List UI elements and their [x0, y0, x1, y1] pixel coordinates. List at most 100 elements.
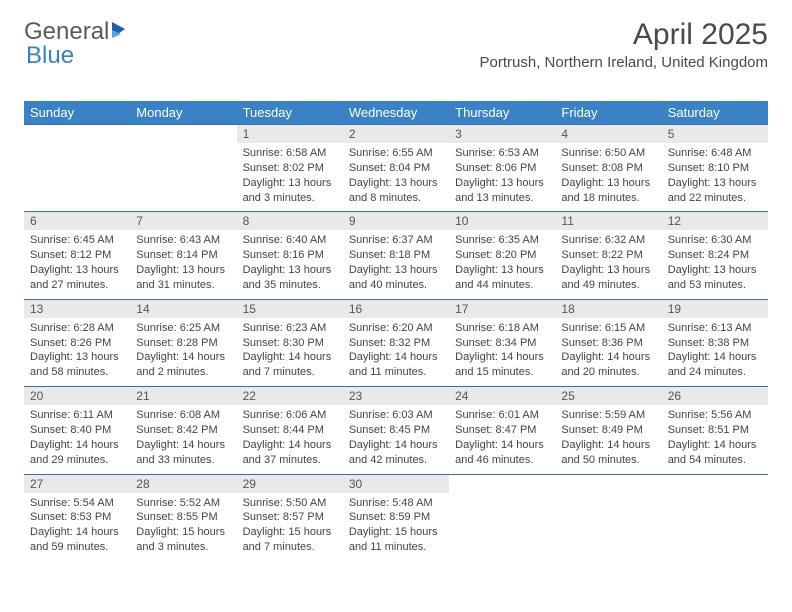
day-cell — [130, 143, 236, 212]
sunrise-text: Sunrise: 5:50 AM — [243, 496, 337, 511]
day-number — [24, 125, 130, 144]
daylight-text: Daylight: 15 hours and 7 minutes. — [243, 525, 337, 555]
logo-flag-icon — [111, 20, 133, 45]
day-number-row: 20212223242526 — [24, 387, 768, 406]
sunrise-text: Sunrise: 6:25 AM — [136, 321, 230, 336]
day-cell: Sunrise: 6:50 AMSunset: 8:08 PMDaylight:… — [555, 143, 661, 212]
sunrise-text: Sunrise: 6:23 AM — [243, 321, 337, 336]
day-cell: Sunrise: 5:54 AMSunset: 8:53 PMDaylight:… — [24, 493, 130, 561]
day-detail-row: Sunrise: 5:54 AMSunset: 8:53 PMDaylight:… — [24, 493, 768, 561]
title-block: April 2025 Portrush, Northern Ireland, U… — [480, 18, 768, 71]
sunrise-text: Sunrise: 6:08 AM — [136, 408, 230, 423]
sunset-text: Sunset: 8:02 PM — [243, 161, 337, 176]
daylight-text: Daylight: 14 hours and 15 minutes. — [455, 350, 549, 380]
sunset-text: Sunset: 8:38 PM — [668, 336, 762, 351]
weekday-header-row: Sunday Monday Tuesday Wednesday Thursday… — [24, 101, 768, 125]
sunset-text: Sunset: 8:16 PM — [243, 248, 337, 263]
day-cell: Sunrise: 6:48 AMSunset: 8:10 PMDaylight:… — [662, 143, 768, 212]
daylight-text: Daylight: 14 hours and 59 minutes. — [30, 525, 124, 555]
sunset-text: Sunset: 8:12 PM — [30, 248, 124, 263]
day-cell: Sunrise: 5:56 AMSunset: 8:51 PMDaylight:… — [662, 405, 768, 474]
sunset-text: Sunset: 8:34 PM — [455, 336, 549, 351]
day-number: 29 — [237, 474, 343, 493]
sunset-text: Sunset: 8:36 PM — [561, 336, 655, 351]
sunrise-text: Sunrise: 6:45 AM — [30, 233, 124, 248]
daylight-text: Daylight: 13 hours and 40 minutes. — [349, 263, 443, 293]
sunrise-text: Sunrise: 6:30 AM — [668, 233, 762, 248]
logo-text-2: Blue — [26, 42, 74, 70]
day-cell: Sunrise: 5:50 AMSunset: 8:57 PMDaylight:… — [237, 493, 343, 561]
calendar-table: Sunday Monday Tuesday Wednesday Thursday… — [24, 101, 768, 561]
sunset-text: Sunset: 8:22 PM — [561, 248, 655, 263]
day-cell: Sunrise: 6:55 AMSunset: 8:04 PMDaylight:… — [343, 143, 449, 212]
day-number — [662, 474, 768, 493]
sunrise-text: Sunrise: 5:59 AM — [561, 408, 655, 423]
day-cell: Sunrise: 6:01 AMSunset: 8:47 PMDaylight:… — [449, 405, 555, 474]
daylight-text: Daylight: 13 hours and 44 minutes. — [455, 263, 549, 293]
sunrise-text: Sunrise: 5:54 AM — [30, 496, 124, 511]
day-number: 6 — [24, 212, 130, 231]
daylight-text: Daylight: 13 hours and 3 minutes. — [243, 176, 337, 206]
day-number: 15 — [237, 299, 343, 318]
daylight-text: Daylight: 15 hours and 11 minutes. — [349, 525, 443, 555]
sunset-text: Sunset: 8:57 PM — [243, 510, 337, 525]
daylight-text: Daylight: 13 hours and 8 minutes. — [349, 176, 443, 206]
day-number: 23 — [343, 387, 449, 406]
daylight-text: Daylight: 13 hours and 18 minutes. — [561, 176, 655, 206]
day-detail-row: Sunrise: 6:28 AMSunset: 8:26 PMDaylight:… — [24, 318, 768, 387]
sunrise-text: Sunrise: 5:56 AM — [668, 408, 762, 423]
daylight-text: Daylight: 14 hours and 2 minutes. — [136, 350, 230, 380]
sunset-text: Sunset: 8:40 PM — [30, 423, 124, 438]
day-cell — [24, 143, 130, 212]
day-cell: Sunrise: 6:30 AMSunset: 8:24 PMDaylight:… — [662, 230, 768, 299]
sunrise-text: Sunrise: 6:40 AM — [243, 233, 337, 248]
sunset-text: Sunset: 8:51 PM — [668, 423, 762, 438]
day-number: 25 — [555, 387, 661, 406]
sunset-text: Sunset: 8:44 PM — [243, 423, 337, 438]
day-number: 12 — [662, 212, 768, 231]
day-number: 2 — [343, 125, 449, 144]
day-cell: Sunrise: 5:52 AMSunset: 8:55 PMDaylight:… — [130, 493, 236, 561]
sunrise-text: Sunrise: 6:13 AM — [668, 321, 762, 336]
sunrise-text: Sunrise: 6:43 AM — [136, 233, 230, 248]
sunset-text: Sunset: 8:45 PM — [349, 423, 443, 438]
day-cell: Sunrise: 6:32 AMSunset: 8:22 PMDaylight:… — [555, 230, 661, 299]
day-number: 16 — [343, 299, 449, 318]
day-cell: Sunrise: 6:20 AMSunset: 8:32 PMDaylight:… — [343, 318, 449, 387]
daylight-text: Daylight: 14 hours and 50 minutes. — [561, 438, 655, 468]
day-cell: Sunrise: 6:08 AMSunset: 8:42 PMDaylight:… — [130, 405, 236, 474]
day-cell: Sunrise: 6:03 AMSunset: 8:45 PMDaylight:… — [343, 405, 449, 474]
sunset-text: Sunset: 8:14 PM — [136, 248, 230, 263]
day-number: 1 — [237, 125, 343, 144]
day-detail-row: Sunrise: 6:11 AMSunset: 8:40 PMDaylight:… — [24, 405, 768, 474]
sunset-text: Sunset: 8:28 PM — [136, 336, 230, 351]
day-cell: Sunrise: 6:53 AMSunset: 8:06 PMDaylight:… — [449, 143, 555, 212]
daylight-text: Daylight: 13 hours and 22 minutes. — [668, 176, 762, 206]
day-number: 13 — [24, 299, 130, 318]
day-cell — [662, 493, 768, 561]
day-cell: Sunrise: 6:23 AMSunset: 8:30 PMDaylight:… — [237, 318, 343, 387]
day-cell: Sunrise: 6:06 AMSunset: 8:44 PMDaylight:… — [237, 405, 343, 474]
day-number: 10 — [449, 212, 555, 231]
month-title: April 2025 — [480, 18, 768, 52]
day-detail-row: Sunrise: 6:45 AMSunset: 8:12 PM Daylight:… — [24, 230, 768, 299]
day-number: 5 — [662, 125, 768, 144]
weekday-header: Tuesday — [237, 101, 343, 125]
day-cell: Sunrise: 6:13 AMSunset: 8:38 PMDaylight:… — [662, 318, 768, 387]
sunset-text: Sunset: 8:18 PM — [349, 248, 443, 263]
sunset-text: Sunset: 8:55 PM — [136, 510, 230, 525]
sunrise-text: Sunrise: 6:20 AM — [349, 321, 443, 336]
daylight-text: Daylight: 13 hours and 49 minutes. — [561, 263, 655, 293]
sunset-text: Sunset: 8:24 PM — [668, 248, 762, 263]
sunset-text: Sunset: 8:20 PM — [455, 248, 549, 263]
day-number — [555, 474, 661, 493]
sunrise-text: Sunrise: 5:52 AM — [136, 496, 230, 511]
day-number: 19 — [662, 299, 768, 318]
sunrise-text: Sunrise: 6:35 AM — [455, 233, 549, 248]
calendar: Sunday Monday Tuesday Wednesday Thursday… — [0, 101, 792, 561]
day-cell — [555, 493, 661, 561]
sunrise-text: Sunrise: 6:01 AM — [455, 408, 549, 423]
daylight-text: Daylight: 14 hours and 20 minutes. — [561, 350, 655, 380]
sunrise-text: Sunrise: 6:32 AM — [561, 233, 655, 248]
sunrise-text: Sunrise: 6:37 AM — [349, 233, 443, 248]
